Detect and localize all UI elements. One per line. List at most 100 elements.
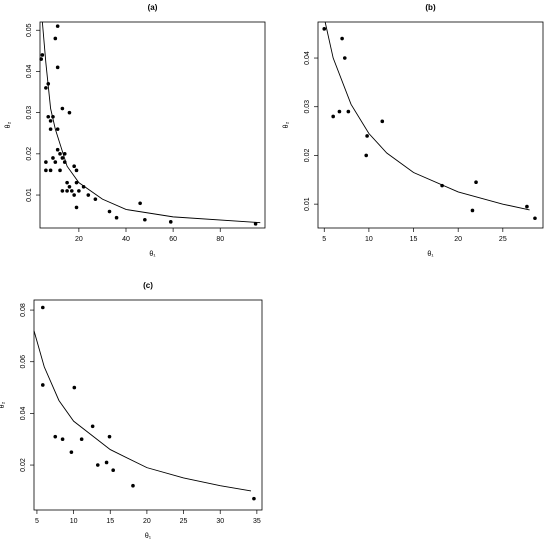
- data-point: [74, 168, 79, 173]
- data-point: [346, 109, 351, 114]
- data-point: [533, 216, 537, 221]
- data-point: [107, 434, 112, 439]
- x-tick-label: 10: [365, 236, 373, 243]
- data-point: [74, 180, 79, 185]
- y-tick-label: 0.08: [20, 303, 27, 317]
- x-tick-label: 10: [70, 518, 78, 525]
- data-point: [55, 24, 60, 28]
- data-point: [55, 147, 60, 152]
- data-point: [48, 127, 53, 131]
- y-tick-label: 0.01: [26, 188, 33, 202]
- data-point: [253, 222, 258, 226]
- data-point: [365, 134, 369, 138]
- y-axis-label: θ₂: [5, 121, 12, 128]
- data-point: [77, 189, 81, 193]
- data-point: [364, 153, 369, 158]
- data-point: [53, 36, 58, 41]
- data-point: [104, 460, 109, 465]
- data-point: [40, 305, 45, 310]
- x-tick-label: 30: [216, 518, 224, 525]
- data-point: [168, 220, 173, 224]
- y-tick-label: 0.01: [304, 197, 311, 211]
- data-point: [40, 383, 45, 387]
- fit-curve: [324, 21, 530, 211]
- data-point: [337, 109, 342, 114]
- x-tick-label: 20: [75, 236, 83, 243]
- data-point: [72, 193, 76, 197]
- data-point: [79, 437, 84, 442]
- data-point: [60, 189, 65, 193]
- x-tick-label: 25: [180, 518, 188, 525]
- data-point: [81, 185, 86, 189]
- x-tick-label: 15: [410, 236, 418, 243]
- data-point: [51, 156, 55, 160]
- data-point: [58, 152, 62, 156]
- data-point: [44, 168, 48, 173]
- data-point: [252, 496, 256, 501]
- data-point: [111, 468, 115, 473]
- data-point: [107, 209, 112, 214]
- x-tick-label: 35: [253, 518, 261, 525]
- data-point: [40, 53, 45, 57]
- data-point: [143, 217, 147, 222]
- data-point: [39, 57, 43, 61]
- data-point: [86, 193, 91, 197]
- data-point: [70, 189, 74, 193]
- data-point: [55, 65, 60, 70]
- x-tick-label: 60: [169, 236, 177, 243]
- y-tick-label: 0.02: [304, 149, 311, 163]
- y-tick-label: 0.04: [304, 51, 311, 65]
- y-axis-label: θ₂: [0, 401, 6, 408]
- data-point: [470, 208, 475, 213]
- data-point: [58, 168, 62, 173]
- data-point: [342, 56, 347, 60]
- data-point: [55, 127, 60, 131]
- y-tick-label: 0.02: [20, 458, 27, 472]
- data-point: [60, 437, 65, 442]
- data-point: [67, 185, 72, 189]
- y-tick-label: 0.04: [26, 65, 33, 79]
- data-point: [53, 160, 58, 164]
- data-point: [93, 197, 98, 201]
- x-tick-label: 5: [322, 236, 326, 243]
- plot-frame: [33, 299, 263, 511]
- data-point: [138, 201, 142, 206]
- y-tick-label: 0.03: [304, 100, 311, 114]
- data-point: [72, 164, 76, 168]
- data-point: [44, 160, 48, 164]
- data-point: [114, 215, 119, 220]
- x-tick-label: 15: [106, 518, 114, 525]
- data-point: [525, 204, 529, 209]
- data-point: [60, 156, 65, 160]
- fit-curve: [41, 21, 261, 224]
- data-point: [90, 424, 95, 429]
- chart-title: (a): [148, 3, 158, 12]
- fit-curve: [33, 330, 252, 492]
- data-point: [67, 110, 72, 115]
- data-point: [60, 106, 65, 111]
- data-point: [62, 152, 67, 156]
- y-tick-label: 0.03: [26, 106, 33, 120]
- data-point: [46, 114, 51, 119]
- y-axis-label: θ₂: [283, 121, 290, 128]
- x-axis-label: θ₁: [145, 533, 152, 540]
- data-point: [65, 180, 69, 185]
- y-tick-label: 0.04: [20, 406, 27, 420]
- data-point: [62, 160, 67, 164]
- data-point: [440, 183, 444, 188]
- data-point: [74, 205, 79, 210]
- data-point: [322, 27, 327, 31]
- x-tick-label: 20: [454, 236, 462, 243]
- x-tick-label: 20: [143, 518, 151, 525]
- plot-frame: [39, 21, 266, 229]
- data-point: [65, 189, 69, 193]
- y-tick-label: 0.05: [26, 23, 33, 37]
- x-tick-label: 25: [499, 236, 507, 243]
- data-point: [53, 434, 58, 439]
- data-point: [44, 86, 48, 90]
- x-tick-label: 40: [122, 236, 130, 243]
- plot-frame: [317, 21, 544, 229]
- x-tick-label: 80: [216, 236, 224, 243]
- data-point: [46, 82, 51, 86]
